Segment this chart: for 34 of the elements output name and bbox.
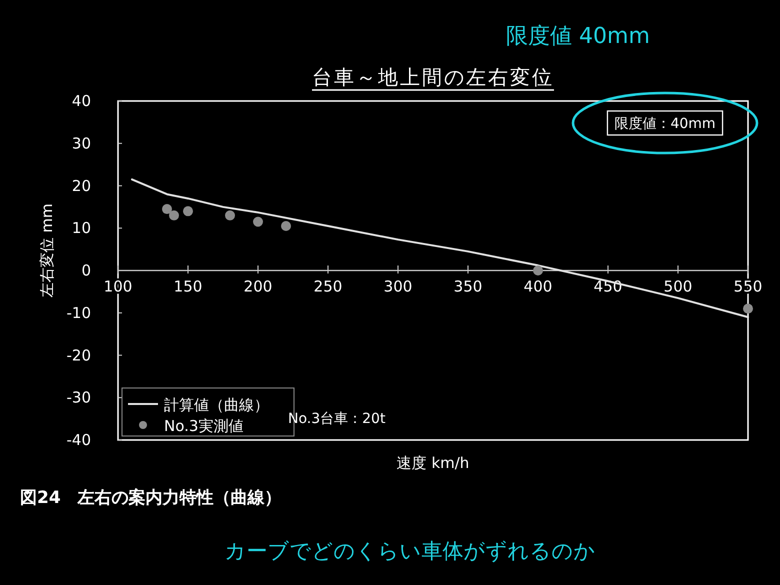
x-tick-label: 500 [664,278,692,296]
y-tick-label: -20 [66,346,91,364]
y-tick-label: -40 [66,431,91,449]
point [533,266,543,276]
x-tick-label: 250 [314,278,342,296]
chart-title: 台車～地上間の左右変位 [312,65,554,89]
x-tick-label: 300 [384,278,412,296]
point [162,204,172,214]
point [183,206,193,216]
x-tick-label: 400 [524,278,552,296]
y-tick-label: 40 [72,92,91,110]
y-axis-title: 左右変位 mm [38,204,56,298]
x-tick-label: 150 [174,278,202,296]
point [253,216,263,227]
y-tick-label: -30 [66,388,91,407]
point [743,304,753,314]
x-tick-label: 200 [244,278,272,296]
y-tick-label: 0 [81,262,91,280]
annotation: No.3台車：20t [288,411,386,427]
text: 限度値 40mm [506,24,650,49]
y-tick-label: 30 [72,134,91,152]
legend-label: No.3実測値 [164,417,244,435]
point [225,210,235,220]
caption: 図24 左右の案内力特性（曲線） [20,487,282,508]
x-tick-label: 350 [454,278,482,296]
text: カーブでどのくらい車体がずれるのか [224,539,596,563]
y-tick-label: -10 [66,304,91,322]
legend-label: 計算値（曲線） [164,396,269,414]
y-tick-label: 10 [72,219,91,238]
annotation: 限度値：40mm [614,116,716,132]
point [281,221,291,232]
x-axis-title: 速度 km/h [396,454,470,472]
point [169,210,179,220]
y-tick-label: 20 [72,176,91,195]
